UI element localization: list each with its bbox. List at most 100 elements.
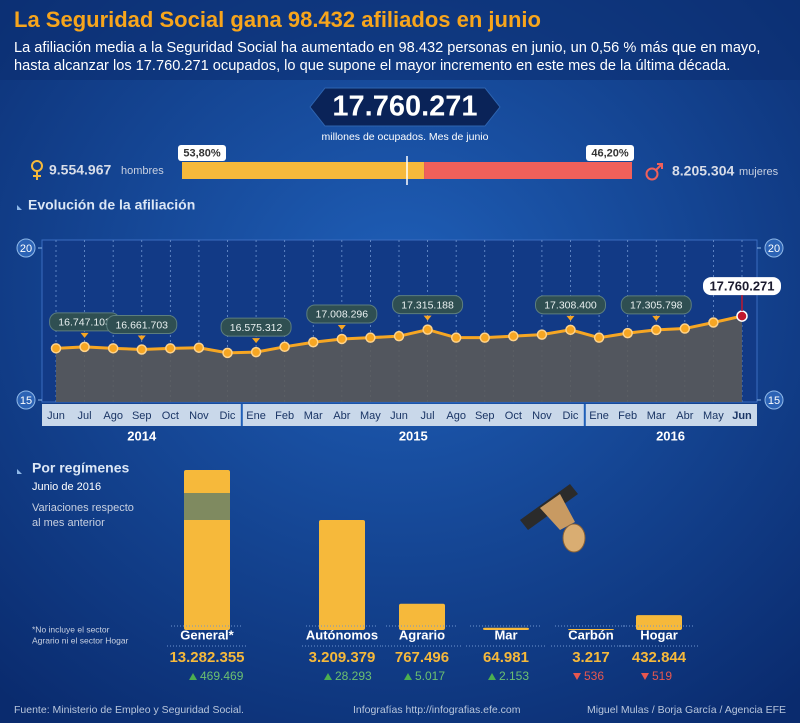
x-tick-label: Mar xyxy=(304,410,323,422)
point xyxy=(79,341,90,353)
x-tick-label: Sep xyxy=(132,410,152,422)
value-label: 16.575.312 xyxy=(230,322,283,334)
y-tick-badge xyxy=(764,238,784,258)
point xyxy=(50,343,62,354)
x-tick-label: Ene xyxy=(589,410,609,422)
category-label: Agrario xyxy=(399,627,445,642)
value-label-pointer xyxy=(80,332,89,338)
point xyxy=(593,332,605,343)
x-tick-label: Ene xyxy=(246,410,266,422)
change-arrow xyxy=(488,673,496,680)
value-label-box xyxy=(392,295,464,315)
point xyxy=(365,332,376,343)
point xyxy=(622,327,633,339)
headline-caption: millones de ocupados. Mes de junio xyxy=(322,131,489,143)
value-label: 17.760.271 xyxy=(709,279,774,294)
change-arrow xyxy=(189,673,197,680)
women-total: 8.205.304 xyxy=(672,163,734,179)
month-band xyxy=(42,404,757,426)
point xyxy=(679,323,691,334)
value-label: 16.747.103 xyxy=(58,317,111,329)
point xyxy=(422,324,433,335)
section-marker xyxy=(17,205,22,210)
bar-note: Variaciones respecto xyxy=(32,502,134,514)
footnote: Agrario ni el sector Hogar xyxy=(32,635,129,645)
change-label: 469.469 xyxy=(200,669,244,683)
point xyxy=(107,343,119,354)
value-label-pointer xyxy=(566,315,575,321)
stamp-illustration xyxy=(520,484,586,553)
point xyxy=(708,317,719,328)
x-tick-label: Oct xyxy=(505,410,522,422)
year-label: 2015 xyxy=(399,428,428,443)
value-label: 16.661.703 xyxy=(115,319,168,331)
value-label-box xyxy=(703,277,781,296)
point xyxy=(308,336,319,348)
bar xyxy=(319,520,365,630)
point xyxy=(450,332,462,343)
x-tick-label: Feb xyxy=(618,410,637,422)
x-tick-label: Dic xyxy=(220,410,236,422)
value-label: 3.209.379 xyxy=(309,649,376,666)
bar xyxy=(483,627,529,630)
footer-source: Fuente: Ministerio de Empleo y Seguridad… xyxy=(14,704,244,716)
x-tick-label: Sep xyxy=(475,410,495,422)
section-subtitle: Junio de 2016 xyxy=(32,481,101,493)
point xyxy=(508,330,519,342)
footer-web: Infografías http://infografias.efe.com xyxy=(353,704,521,716)
female-icon xyxy=(31,160,43,180)
point xyxy=(651,324,662,336)
subtitle: La afiliación media a la Seguridad Socia… xyxy=(14,40,760,56)
male-icon xyxy=(645,163,663,181)
value-label-pointer xyxy=(423,315,432,321)
category-label: Carbón xyxy=(568,627,614,642)
men-label: hombres xyxy=(121,165,164,177)
point xyxy=(193,342,205,353)
bar-note: al mes anterior xyxy=(32,517,105,529)
section-marker xyxy=(17,469,22,474)
share-label: 53,80% xyxy=(183,147,221,159)
women-label: mujeres xyxy=(739,166,779,178)
value-label-box xyxy=(106,314,178,334)
value-label-pointer xyxy=(337,324,346,330)
y-tick-label: 20 xyxy=(768,243,780,255)
change-label: 5.017 xyxy=(415,669,445,683)
bar xyxy=(399,603,445,630)
point xyxy=(222,347,233,359)
change-arrow xyxy=(641,673,649,680)
value-label-box xyxy=(620,295,692,315)
category-label: General* xyxy=(180,627,234,642)
value-label-box xyxy=(535,295,606,315)
share-label-box xyxy=(178,145,226,161)
y-tick-badge xyxy=(16,238,36,258)
point xyxy=(336,333,348,345)
change-arrow xyxy=(404,673,412,680)
point xyxy=(393,330,405,342)
point xyxy=(279,341,290,353)
value-label-pointer xyxy=(652,315,661,321)
year-label: 2014 xyxy=(127,428,157,443)
change-arrow xyxy=(324,673,332,680)
value-label: 17.008.296 xyxy=(316,309,369,321)
x-tick-label: Ago xyxy=(446,410,466,422)
change-label: 519 xyxy=(652,669,672,683)
value-label-box xyxy=(220,317,292,337)
share-label: 46,20% xyxy=(591,147,629,159)
y-tick-label: 15 xyxy=(768,395,780,407)
men-total: 9.554.967 xyxy=(49,162,111,178)
value-label: 3.217 xyxy=(572,649,610,666)
header-band xyxy=(0,0,800,80)
bar xyxy=(568,629,614,630)
x-tick-label: Jun xyxy=(732,410,752,422)
section-title: Evolución de la afiliación xyxy=(28,197,195,213)
y-tick-badge xyxy=(16,390,36,410)
value-label: 17.308.400 xyxy=(544,300,597,312)
x-tick-label: May xyxy=(360,410,381,422)
value-label: 17.305.798 xyxy=(630,300,683,312)
value-label: 13.282.355 xyxy=(169,649,244,666)
share-bar xyxy=(424,162,632,179)
category-label: Autónomos xyxy=(306,627,378,642)
value-label: 64.981 xyxy=(483,649,529,666)
change-label: 28.293 xyxy=(335,669,372,683)
